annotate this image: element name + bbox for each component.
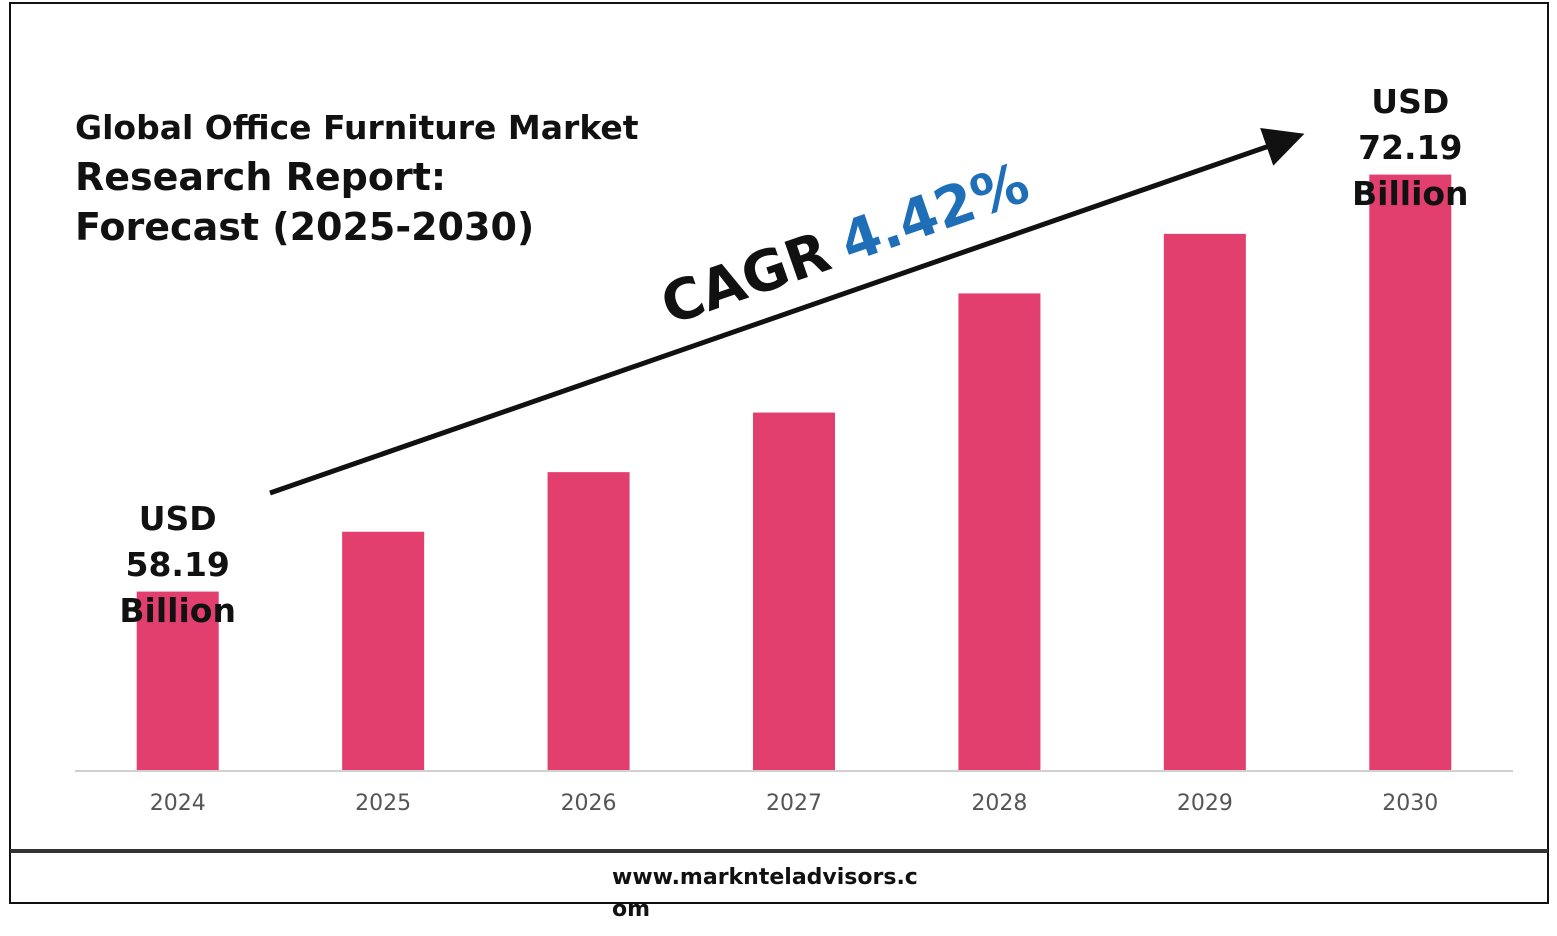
x-tick-label: 2028 [971, 791, 1027, 816]
frame [9, 2, 1549, 904]
x-tick-label: 2029 [1177, 791, 1233, 816]
bar [547, 472, 630, 770]
x-tick-label: 2027 [766, 791, 822, 816]
bar [136, 591, 219, 770]
value-label: USD 58.19 Billion [119, 498, 236, 630]
x-tick-label: 2030 [1382, 791, 1438, 816]
chart-title: Global Office Furniture Market [75, 108, 639, 147]
bar [1163, 233, 1246, 770]
cagr-value: 4.42% [832, 151, 1037, 276]
bar [753, 412, 835, 770]
cagr-label: CAGR [653, 220, 838, 338]
x-tick-label: 2026 [561, 791, 617, 816]
chart-subtitle: Research Report: Forecast (2025-2030) [75, 155, 535, 249]
value-label: USD 72.19 Billion [1351, 81, 1469, 213]
x-tick-label: 2025 [355, 791, 411, 816]
bar [342, 531, 425, 770]
source: www.marknteladvisors.com [612, 865, 918, 922]
trend-arrow [269, 127, 1305, 496]
bar [958, 293, 1041, 770]
x-tick-label: 2024 [150, 791, 206, 816]
bar [1369, 174, 1452, 771]
